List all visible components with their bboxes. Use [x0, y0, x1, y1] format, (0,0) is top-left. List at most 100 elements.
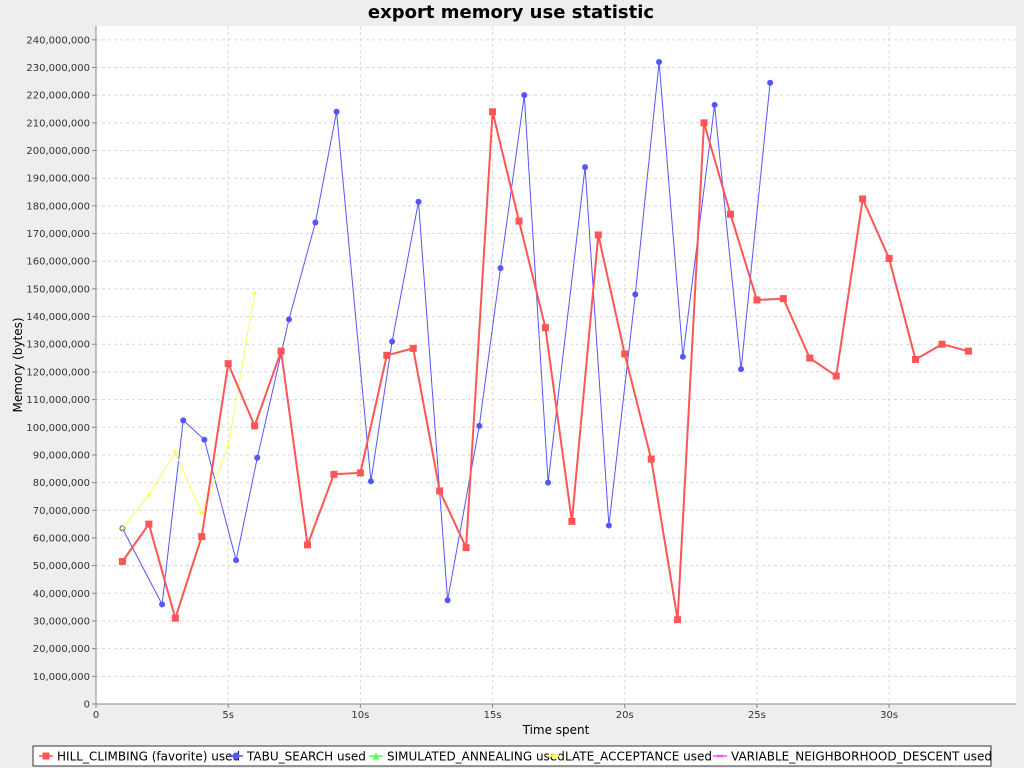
data-point [251, 422, 259, 430]
y-axis-title: Memory (bytes) [11, 317, 25, 412]
data-point [832, 372, 840, 380]
chart-title: export memory use statistic [368, 2, 654, 23]
data-point [568, 517, 576, 525]
legend-item-label: TABU_SEARCH used [246, 750, 366, 764]
data-point [172, 449, 178, 455]
y-tick-label: 130,000,000 [26, 340, 90, 351]
legend-item-label: HILL_CLIMBING (favorite) used [57, 750, 240, 764]
data-point [285, 316, 292, 323]
data-point [409, 344, 417, 352]
data-point [436, 487, 444, 495]
legend-swatch-marker [42, 752, 50, 760]
axes: 0 10,000,000 20,000,000 30,000,000 40,000,00… [26, 26, 1016, 721]
y-tick-label: 70,000,000 [33, 506, 90, 517]
data-point [224, 360, 232, 368]
legend-swatch-marker [372, 752, 380, 760]
legend-box [32, 745, 992, 767]
data-point [753, 296, 761, 304]
y-tick-label: 0 [84, 700, 90, 711]
data-point [674, 616, 682, 624]
y-tick-label: 100,000,000 [26, 423, 90, 434]
legend-swatch-marker [232, 752, 240, 760]
data-point [700, 119, 708, 127]
legend-swatch-marker [716, 754, 724, 758]
data-point [198, 533, 206, 541]
y-tick-label: 10,000,000 [33, 672, 90, 683]
data-point [252, 290, 258, 296]
data-point [767, 79, 774, 86]
data-point [476, 422, 483, 429]
data-point [462, 544, 470, 552]
data-point [679, 353, 686, 360]
y-tick-label: 20,000,000 [33, 644, 90, 655]
y-tick-label: 200,000,000 [26, 146, 90, 157]
y-tick-label: 40,000,000 [33, 589, 90, 600]
data-point [356, 469, 364, 477]
data-point [171, 614, 179, 622]
y-tick-label: 180,000,000 [26, 201, 90, 212]
data-point [647, 455, 655, 463]
data-point [656, 58, 663, 65]
series-3 [119, 290, 258, 531]
data-point [330, 470, 338, 478]
data-point [118, 557, 126, 565]
y-tick-label: 210,000,000 [26, 118, 90, 129]
y-tick-label: 60,000,000 [33, 533, 90, 544]
x-tick-label: 5s [222, 710, 234, 721]
y-tick-label: 230,000,000 [26, 63, 90, 74]
y-tick-label: 170,000,000 [26, 229, 90, 240]
legend-item-label: SIMULATED_ANNEALING used [387, 750, 565, 764]
y-tick-label: 160,000,000 [26, 257, 90, 268]
data-point [779, 295, 787, 303]
data-point [146, 492, 152, 498]
data-point [159, 601, 166, 608]
data-point [806, 354, 814, 362]
y-tick-label: 240,000,000 [26, 35, 90, 46]
x-tick-label: 15s [484, 710, 502, 721]
data-point [145, 520, 153, 528]
plot-area [96, 26, 1016, 704]
y-tick-label: 140,000,000 [26, 312, 90, 323]
data-point [521, 92, 528, 99]
data-point [489, 108, 497, 116]
data-point [859, 195, 867, 203]
y-tick-label: 80,000,000 [33, 478, 90, 489]
data-point [415, 198, 422, 205]
y-tick-label: 90,000,000 [33, 450, 90, 461]
x-tick-label: 10s [351, 710, 369, 721]
legend-swatch-marker [550, 752, 558, 760]
x-tick-label: 25s [748, 710, 766, 721]
data-point [303, 541, 311, 549]
x-tick-label: 20s [616, 710, 634, 721]
legend: HILL_CLIMBING (favorite) used TABU_SEARCH… [32, 745, 992, 767]
data-point [605, 522, 612, 529]
data-point [632, 291, 639, 298]
data-point [367, 478, 374, 485]
data-point [545, 479, 552, 486]
y-tick-label: 30,000,000 [33, 616, 90, 627]
data-point [389, 338, 396, 345]
y-tick-label: 120,000,000 [26, 367, 90, 378]
series-layer [118, 58, 972, 624]
data-point [119, 525, 125, 531]
data-point [225, 444, 231, 450]
data-point [312, 219, 319, 226]
legend-item-label: VARIABLE_NEIGHBORHOOD_DESCENT used [731, 750, 992, 764]
data-point [383, 351, 391, 359]
data-point [541, 324, 549, 332]
y-tick-label: 150,000,000 [26, 284, 90, 295]
data-point [621, 350, 629, 358]
data-point [233, 557, 240, 564]
x-tick-label: 30s [880, 710, 898, 721]
legend-item-label: LATE_ACCEPTANCE used [565, 750, 712, 764]
series-0 [118, 108, 972, 624]
data-point [515, 217, 523, 225]
y-tick-label: 110,000,000 [26, 395, 90, 406]
data-point [180, 417, 187, 424]
data-point [711, 101, 718, 108]
data-point [885, 254, 893, 262]
data-point [912, 355, 920, 363]
data-point [444, 597, 451, 604]
